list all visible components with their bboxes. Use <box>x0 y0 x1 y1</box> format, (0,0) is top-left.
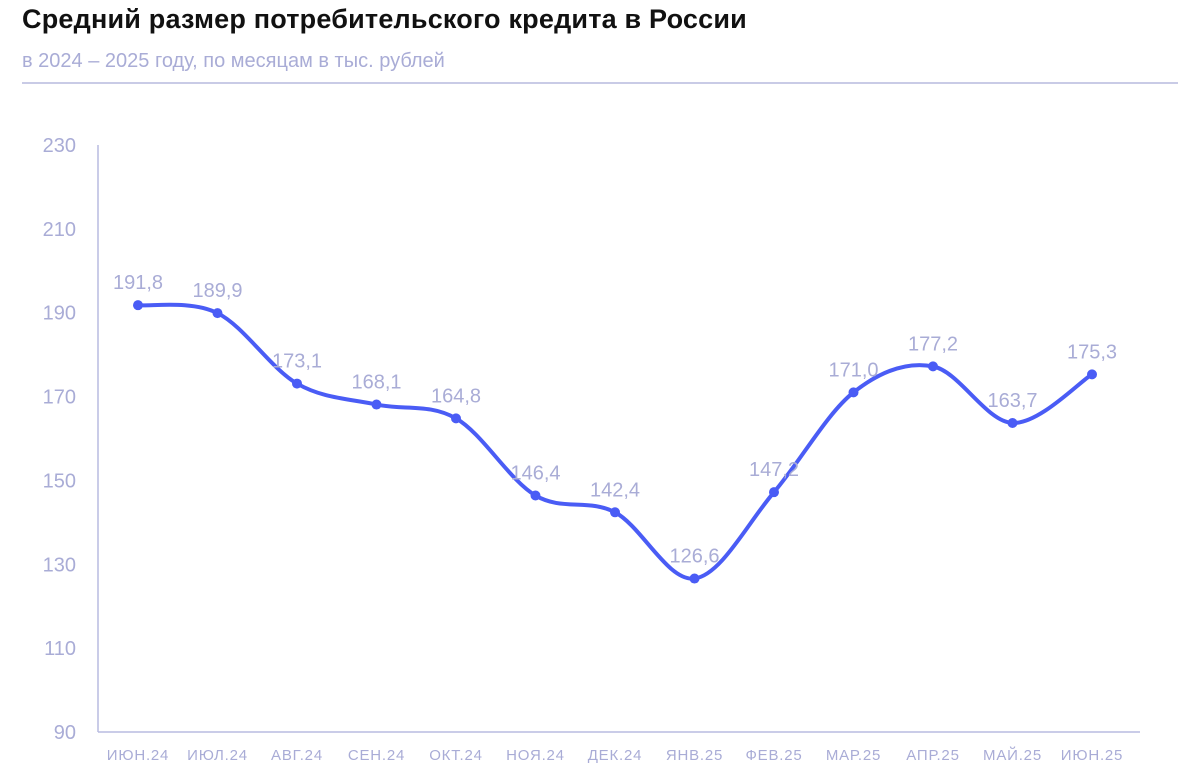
x-tick-label: СЕН.24 <box>348 747 405 764</box>
y-tick-label: 210 <box>43 219 76 241</box>
data-point <box>848 387 859 398</box>
x-tick-label: ИЮЛ.24 <box>187 747 248 764</box>
y-tick-label: 190 <box>43 303 76 325</box>
data-point <box>451 413 461 424</box>
x-tick-label: ДЕК.24 <box>588 747 643 764</box>
title-divider <box>22 82 1178 84</box>
x-tick-label: ОКТ.24 <box>429 747 483 764</box>
y-tick-label: 150 <box>43 470 76 492</box>
y-tick-label: 130 <box>43 554 76 576</box>
data-label: 164,8 <box>431 385 481 407</box>
x-tick-label: АПР.25 <box>906 747 959 764</box>
data-label: 142,4 <box>590 479 640 501</box>
chart-subtitle: в 2024 – 2025 году, по месяцам в тыс. ру… <box>22 50 445 72</box>
x-tick-label: ИЮН.25 <box>1061 747 1123 764</box>
x-tick-label: МАЙ.25 <box>983 746 1042 764</box>
data-point <box>530 490 541 501</box>
data-label: 175,3 <box>1067 341 1117 363</box>
data-label: 163,7 <box>987 390 1037 412</box>
data-point <box>292 378 302 389</box>
data-label: 168,1 <box>351 372 401 394</box>
data-label: 191,8 <box>113 272 163 294</box>
y-tick-label: 110 <box>44 638 76 660</box>
data-point <box>769 487 779 498</box>
data-point <box>610 507 620 518</box>
x-tick-label: ИЮН.24 <box>107 747 169 764</box>
data-point <box>371 399 382 410</box>
y-tick-label: 90 <box>54 722 76 744</box>
data-point <box>1007 417 1018 428</box>
data-label: 126,6 <box>669 546 719 568</box>
data-point <box>928 361 938 372</box>
data-label: 177,2 <box>908 333 958 355</box>
data-label: 173,1 <box>272 351 322 373</box>
data-label: 147,2 <box>749 459 799 481</box>
data-label: 171,0 <box>828 359 878 381</box>
chart-title: Средний размер потребительского кредита … <box>22 4 747 34</box>
data-label: 189,9 <box>192 280 242 302</box>
x-tick-label: НОЯ.24 <box>506 747 565 764</box>
x-tick-label: МАР.25 <box>826 747 881 764</box>
x-tick-label: ФЕВ.25 <box>745 747 802 764</box>
y-tick-label: 230 <box>43 135 76 157</box>
data-point <box>689 573 700 584</box>
data-point <box>212 308 223 319</box>
data-point <box>1087 369 1097 380</box>
data-point <box>133 300 143 311</box>
y-tick-label: 170 <box>43 387 76 409</box>
data-label: 146,4 <box>510 463 560 485</box>
x-tick-label: ЯНВ.25 <box>666 747 723 764</box>
x-tick-label: АВГ.24 <box>271 747 323 764</box>
